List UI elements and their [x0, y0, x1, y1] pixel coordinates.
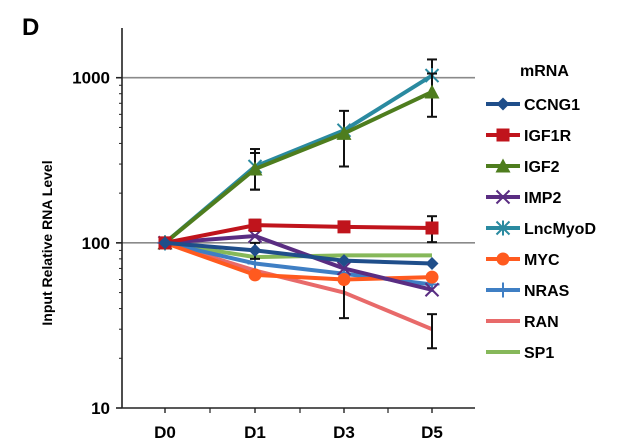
legend-item-lncmyod: LncMyoD — [486, 220, 596, 238]
data-point-igf2 — [424, 84, 440, 99]
y-axis-label: Input Relative RNA Level — [39, 160, 55, 325]
data-point-ccng1 — [425, 256, 439, 270]
panel-label: D — [22, 14, 40, 41]
series-igf2 — [157, 72, 440, 250]
series-line-lncmyod — [163, 73, 434, 245]
data-point-myc — [337, 272, 351, 286]
legend-marker-imp2 — [495, 189, 511, 205]
legend-label-imp2: IMP2 — [524, 190, 561, 207]
series-ccng1 — [158, 236, 439, 270]
legend-item-nras: NRAS — [486, 282, 570, 300]
data-point-igf1r — [337, 220, 351, 234]
y-tick-label: 10 — [91, 399, 110, 418]
y-tick-label: 1000 — [72, 69, 110, 88]
legend-marker-nras — [495, 282, 511, 298]
series-line-ccng1 — [164, 240, 433, 266]
series-ran — [164, 240, 437, 350]
data-point-igf2 — [336, 125, 352, 140]
legend-label-sp1: SP1 — [524, 345, 554, 362]
series-line-igf2 — [163, 90, 433, 245]
legend-marker-igf2 — [495, 158, 511, 173]
legend-label-igf1r: IGF1R — [524, 128, 572, 145]
data-point-ccng1 — [158, 236, 172, 250]
legend-label-nras: NRAS — [524, 283, 570, 300]
legend-item-imp2: IMP2 — [486, 189, 561, 207]
data-point-imp2 — [424, 282, 440, 297]
legend-label-lncmyod: LncMyoD — [524, 221, 596, 238]
gridlines — [122, 76, 475, 244]
axes: 10 100 1000 D0 D1 D3 D5 — [72, 28, 475, 442]
series-line-imp2 — [164, 234, 433, 292]
data-point-imp2 — [336, 261, 352, 276]
data-point-igf1r — [248, 218, 262, 232]
x-tick-label: D0 — [154, 423, 176, 442]
x-tick-label: D3 — [333, 423, 355, 442]
x-tick-label: D1 — [244, 423, 266, 442]
y-tick-label: 100 — [82, 234, 110, 253]
legend: mRNA CCNG1 IGF1R IGF2 IMP2 LncMyoD MYC NRAS RAN… — [486, 63, 596, 362]
series-lncmyod — [157, 58, 440, 251]
data-point-igf1r — [425, 221, 439, 235]
legend-marker-myc — [496, 252, 510, 266]
data-point-ccng1 — [337, 254, 351, 268]
legend-item-myc: MYC — [486, 252, 560, 269]
series-line-ran — [164, 240, 433, 332]
data-point-myc — [425, 270, 439, 284]
series-line-igf1r — [164, 223, 433, 245]
legend-label-myc: MYC — [524, 252, 560, 269]
legend-item-igf2: IGF2 — [486, 158, 560, 176]
legend-marker-ccng1 — [496, 97, 510, 111]
legend-item-igf1r: IGF1R — [486, 128, 572, 145]
legend-label-ran: RAN — [524, 314, 559, 331]
x-tick-label: D5 — [421, 423, 443, 442]
legend-item-sp1: SP1 — [486, 345, 554, 362]
series-igf1r — [158, 215, 439, 250]
legend-label-ccng1: CCNG1 — [524, 97, 580, 114]
legend-item-ccng1: CCNG1 — [486, 97, 580, 114]
series-layer — [157, 58, 440, 350]
data-point-ccng1 — [248, 243, 262, 257]
legend-marker-lncmyod — [495, 220, 511, 236]
data-point-igf2 — [247, 161, 263, 176]
legend-title: mRNA — [520, 63, 569, 80]
legend-item-ran: RAN — [486, 314, 559, 331]
data-point-myc — [248, 268, 262, 282]
legend-marker-igf1r — [496, 128, 510, 142]
legend-label-igf2: IGF2 — [524, 159, 560, 176]
